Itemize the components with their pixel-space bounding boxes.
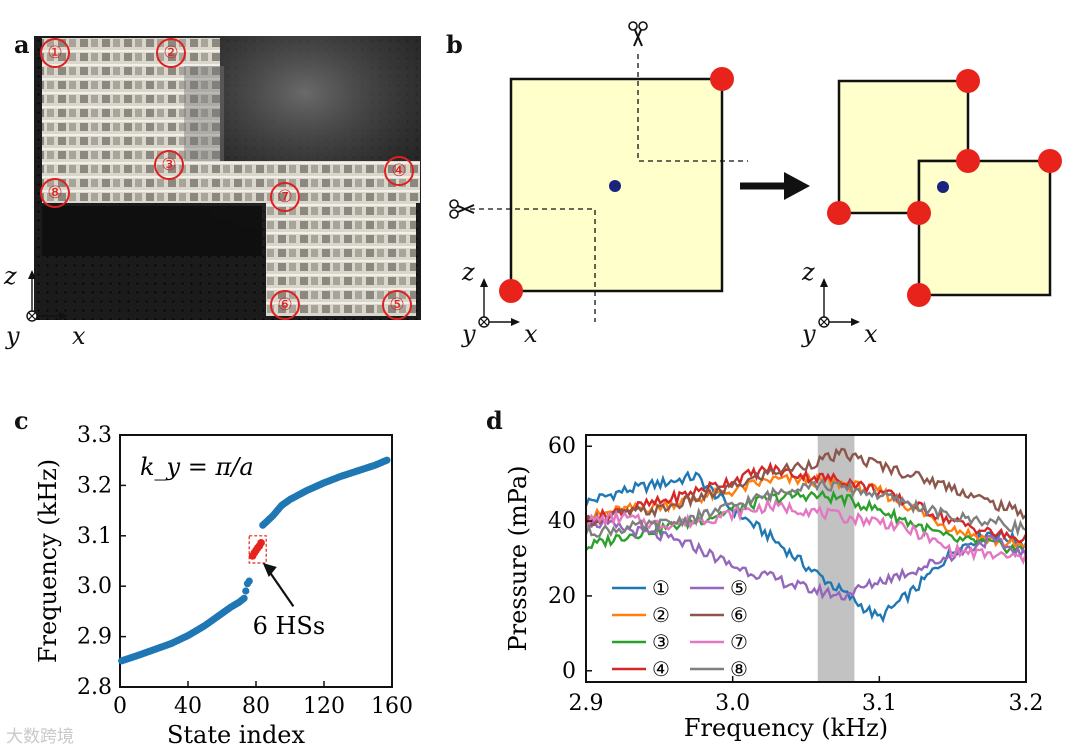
series-line-5 xyxy=(585,515,1028,601)
x-tick-label: 80 xyxy=(242,694,270,719)
legend-label-3: ③ xyxy=(652,630,670,654)
resonance-band xyxy=(817,435,855,682)
panel-label-b: b xyxy=(446,30,463,59)
marker-5: ⑤ xyxy=(382,290,412,320)
bulk-state-point xyxy=(383,456,391,464)
axis-triad-b-left xyxy=(478,278,520,328)
y-tick-label: 2.8 xyxy=(77,675,112,700)
bulk-state-point xyxy=(242,587,250,595)
plot-frame xyxy=(585,434,1027,683)
cut-line-top xyxy=(637,54,748,162)
hinge-dot xyxy=(710,67,734,91)
marker-2: ② xyxy=(156,38,186,68)
axis-label-z-b-left: z xyxy=(462,258,475,286)
legend-label-8: ⑧ xyxy=(730,657,748,681)
center-dot xyxy=(937,181,949,193)
hinge-dot xyxy=(1038,149,1062,173)
y-axis-label: Frequency (kHz) xyxy=(34,459,62,663)
x-tick-label: 40 xyxy=(174,694,202,719)
hinge-dot xyxy=(907,201,931,225)
hinge-state-point xyxy=(257,539,265,547)
x-tick-label: 2.9 xyxy=(569,691,604,716)
center-dot xyxy=(609,180,621,192)
axis-label-y-b-right: y xyxy=(802,320,816,348)
axis-triad-a xyxy=(26,270,68,322)
y-tick-label: 0 xyxy=(562,659,576,684)
panel-label-a: a xyxy=(14,30,30,59)
y-tick-label: 60 xyxy=(548,434,576,459)
y-tick-label: 3.1 xyxy=(77,524,112,549)
marker-8: ⑧ xyxy=(40,178,70,208)
hinge-dot xyxy=(827,201,851,225)
y-tick-label: 3.3 xyxy=(77,423,112,448)
split-piece-lower xyxy=(917,159,1052,297)
experimental-sample-photo: ① ② ③ ④ ⑤ ⑥ ⑦ ⑧ xyxy=(34,36,421,320)
y-tick-label: 2.9 xyxy=(77,625,112,650)
axis-label-x-b-right: x xyxy=(864,320,878,348)
hs-annotation-label: 6 HSs xyxy=(253,612,326,640)
cut-line-left xyxy=(470,208,596,322)
dispersion-scatter-chart: 0 40 80 120 160 2.8 2.9 3.0 3.1 3.2 3.3 State index… xyxy=(34,423,413,749)
x-tick-label: 3.1 xyxy=(862,691,897,716)
hs-arrow-head xyxy=(262,563,277,578)
axis-label-z-a: z xyxy=(4,262,17,290)
bulk-state-point xyxy=(240,594,248,602)
hinge-dot xyxy=(499,279,523,303)
legend-label-4: ④ xyxy=(652,657,670,681)
marker-4: ④ xyxy=(384,156,414,186)
series-line-8 xyxy=(584,478,1027,538)
hs-highlight-box xyxy=(248,535,267,564)
scissors-icon xyxy=(449,199,475,219)
y-tick-label: 40 xyxy=(548,509,576,534)
hinge-dot xyxy=(956,69,980,93)
x-tick-label: 120 xyxy=(303,694,345,719)
y-tick-label: 20 xyxy=(548,584,576,609)
y-axis-label: Pressure (mPa) xyxy=(504,465,532,651)
x-axis-label: Frequency (kHz) xyxy=(684,714,888,742)
x-tick-label: 3.0 xyxy=(715,691,750,716)
hinge-dot xyxy=(907,283,931,307)
bulk-state-point xyxy=(245,577,253,585)
axis-triad-b-right xyxy=(818,278,860,328)
watermark: 大数跨境 xyxy=(6,727,74,747)
legend-label-6: ⑥ xyxy=(730,603,748,627)
series-line-3 xyxy=(585,489,1027,555)
panel-b-diagram xyxy=(449,21,1062,328)
x-tick-label: 0 xyxy=(113,694,127,719)
axis-label-z-b-right: z xyxy=(802,258,815,286)
sample-structure-drawing xyxy=(34,36,421,320)
ky-annotation: k_y = π/a xyxy=(140,453,254,481)
marker-1: ① xyxy=(40,38,70,68)
series-line-1 xyxy=(584,470,1028,624)
legend-label-5: ⑤ xyxy=(730,576,748,600)
hinge-dot xyxy=(956,149,980,173)
axis-label-x-a: x xyxy=(72,322,86,350)
scissors-icon xyxy=(628,21,648,47)
x-axis-label: State index xyxy=(167,721,306,749)
axis-label-x-b-left: x xyxy=(524,320,538,348)
panel-label-c: c xyxy=(14,406,29,435)
axis-label-y-a: y xyxy=(6,322,20,350)
right-arrow-icon xyxy=(740,172,810,200)
x-tick-label: 160 xyxy=(371,694,413,719)
legend-label-1: ① xyxy=(652,576,670,600)
pressure-line-chart: 2.9 3.0 3.1 3.2 0 20 40 60 Frequency (kHz) Pressu… xyxy=(504,434,1044,742)
series-line-6 xyxy=(585,447,1027,527)
axis-label-y-b-left: y xyxy=(462,320,476,348)
y-tick-label: 3.2 xyxy=(77,473,112,498)
marker-3: ③ xyxy=(154,150,184,180)
series-line-2 xyxy=(585,472,1027,548)
x-tick-label: 3.2 xyxy=(1009,691,1044,716)
y-tick-label: 3.0 xyxy=(77,574,112,599)
marker-7: ⑦ xyxy=(270,182,300,212)
legend-label-7: ⑦ xyxy=(730,630,748,654)
panel-label-d: d xyxy=(486,406,503,435)
legend-label-2: ② xyxy=(652,603,670,627)
marker-6: ⑥ xyxy=(270,290,300,320)
